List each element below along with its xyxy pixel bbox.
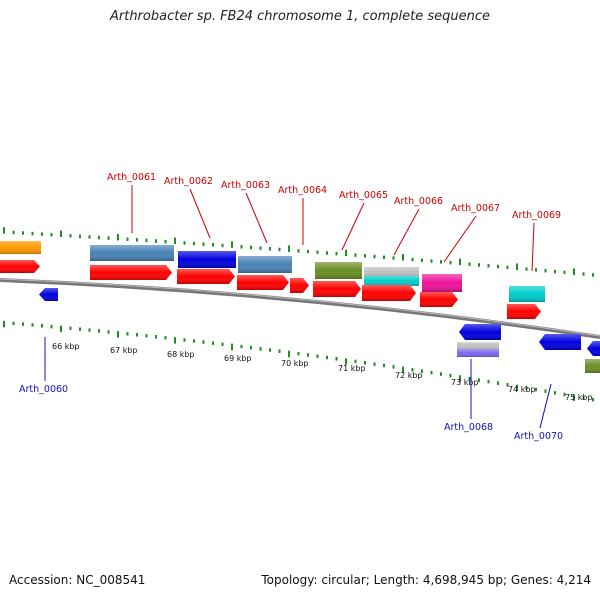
scale-label: 71 kbp (338, 364, 366, 373)
leader-line (245, 192, 268, 244)
scale-label: 73 kbp (451, 378, 479, 387)
gene-shading (90, 245, 174, 261)
map-title: Arthrobacter sp. FB24 chromosome 1, comp… (109, 9, 491, 24)
chromosome-backbone (0, 278, 600, 339)
gene-label: Arth_0069 (512, 210, 561, 221)
gene-shading (457, 342, 499, 350)
gene-label: Arth_0064 (278, 185, 327, 196)
gene-shading (457, 349, 499, 357)
scale-label: 70 kbp (281, 359, 309, 368)
topology-summary: Topology: circular; Length: 4,698,945 bp… (261, 573, 591, 587)
gene-shading (177, 269, 235, 284)
gene-label: Arth_0070 (514, 431, 563, 442)
leader-line (189, 188, 211, 239)
gene-shading (313, 281, 361, 297)
gene-shading (422, 274, 462, 292)
scale-labels: 66 kbp 67 kbp 68 kbp 69 kbp 70 kbp 71 kbp 72 k… (52, 342, 593, 402)
gene-labels: Arth_0061 Arth_0062 Arth_0063 Arth_0064 Arth… (19, 172, 563, 442)
gene-label: Arth_0067 (451, 203, 500, 214)
gene-shading (587, 341, 600, 356)
gene-shading (364, 276, 419, 286)
gene-shading (238, 256, 292, 273)
gene-label: Arth_0063 (221, 180, 270, 191)
scale-label: 74 kbp (508, 385, 536, 394)
gene-label: Arth_0062 (164, 176, 213, 187)
gene-shading (507, 304, 541, 319)
accession-text: Accession: NC_008541 (9, 573, 146, 587)
gene-shading (539, 334, 581, 350)
gene-shading (39, 288, 58, 301)
tick-marks (3, 227, 594, 402)
scale-label: 72 kbp (395, 371, 423, 380)
gene-shading (509, 286, 545, 302)
gene-shading (0, 241, 41, 254)
gene-label: Arth_0068 (444, 422, 493, 433)
chromosome-backbone-highlight (0, 278, 600, 337)
gene-label: Arth_0060 (19, 384, 68, 395)
gene-shading (585, 359, 600, 373)
leader-line (531, 222, 535, 272)
gene-label: Arth_0066 (394, 196, 443, 207)
gene-shading (420, 292, 458, 307)
gene-shading (315, 262, 362, 279)
gene-shading (290, 278, 309, 293)
scale-label: 66 kbp (52, 342, 80, 351)
leader-line (393, 208, 420, 256)
gene-shading (90, 265, 172, 280)
gene-shading (362, 285, 416, 301)
gene-label: Arth_0065 (339, 190, 388, 201)
scale-label: 68 kbp (167, 350, 195, 359)
leader-line (539, 383, 552, 429)
leader-line (443, 215, 477, 263)
gene-shading (237, 275, 289, 290)
scale-label: 75 kbp (565, 393, 593, 402)
gene-label: Arth_0061 (107, 172, 156, 183)
gene-shading (459, 324, 501, 340)
gene-shading (0, 260, 40, 273)
scale-label: 69 kbp (224, 354, 252, 363)
gene-shading (178, 251, 236, 268)
gene-shading (364, 267, 419, 277)
gene-features (0, 241, 600, 373)
leader-line (341, 202, 365, 251)
label-leader-lines (44, 185, 552, 429)
scale-label: 67 kbp (110, 346, 138, 355)
